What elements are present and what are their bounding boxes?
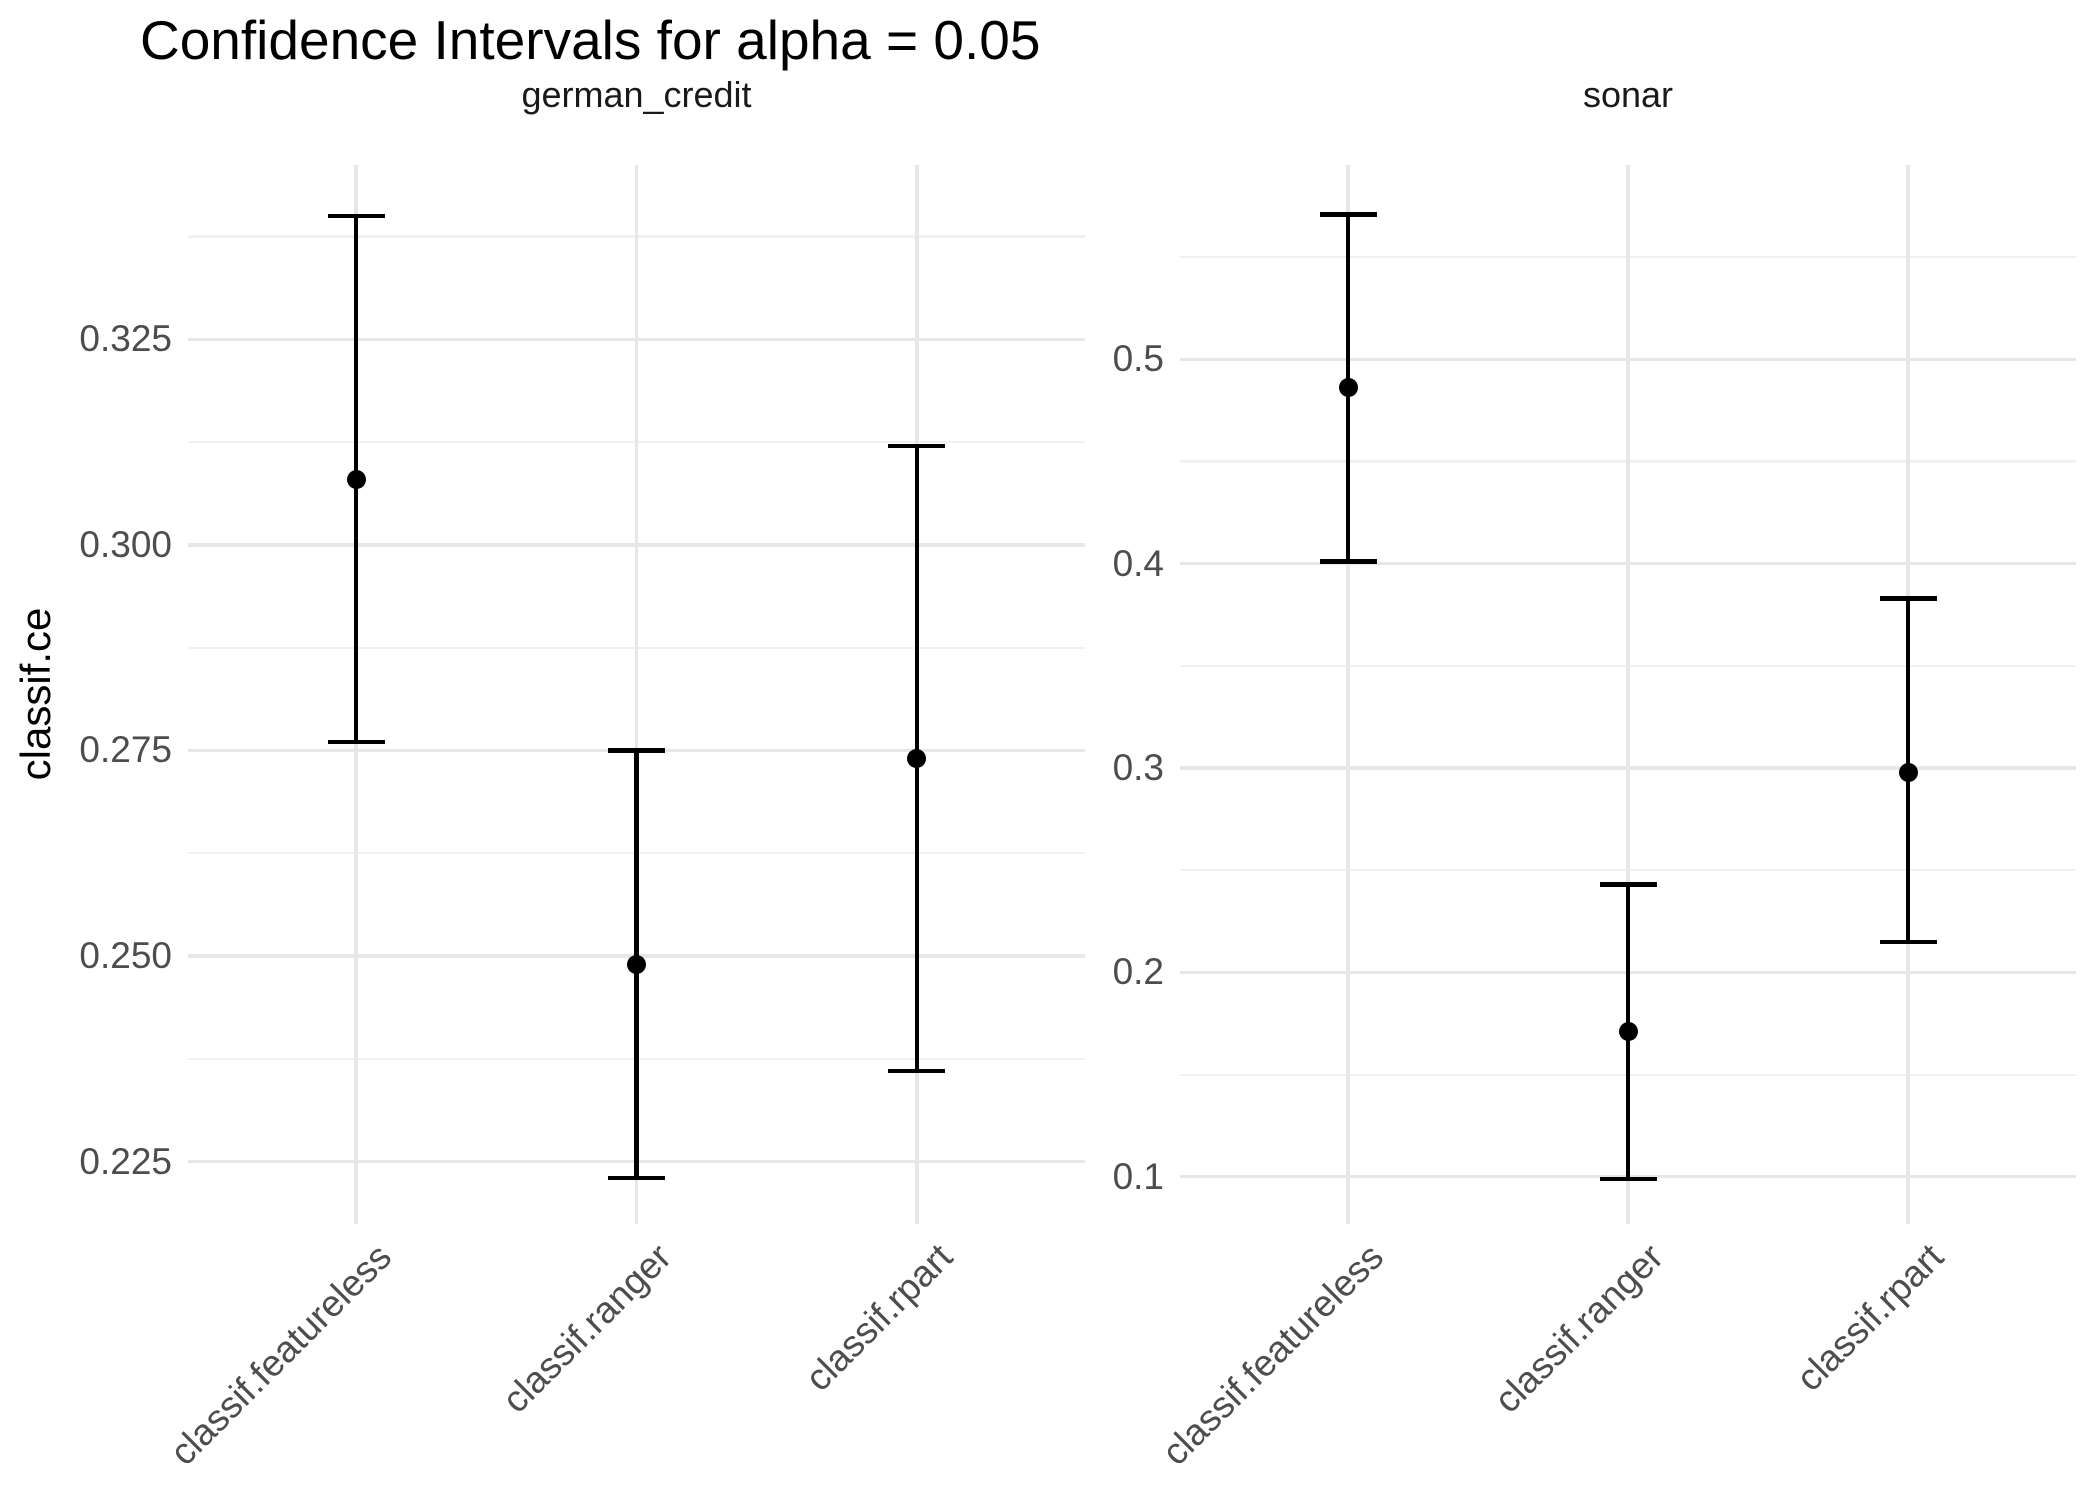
x-tick-label: classif.featureless [162, 1236, 400, 1473]
column-gridline [1626, 165, 1630, 1224]
facet-strip-label: sonar [1582, 74, 1674, 115]
ci-point-classif.featureless [346, 469, 366, 489]
x-tick-label: classif.rpart [1788, 1236, 1951, 1399]
y-tick-label: 0.300 [79, 523, 172, 565]
ci-lower-cap [608, 1175, 665, 1181]
ci-point-classif.ranger [1618, 1022, 1638, 1042]
ci-lower-cap [1599, 1176, 1657, 1182]
x-tick-label: classif.rpart [797, 1236, 960, 1399]
ci-lower-cap [327, 739, 385, 745]
y-tick-label: 0.3 [1112, 747, 1164, 789]
y-tick-label: 0.5 [1112, 338, 1164, 380]
ci-lower-cap [1319, 559, 1377, 564]
ci-upper-cap [888, 443, 946, 449]
y-tick-label: 0.2 [1112, 951, 1164, 993]
plot-title: Confidence Intervals for alpha = 0.05 [140, 9, 1041, 71]
ci-upper-cap [608, 748, 665, 753]
facet-strip-label: german_credit [521, 74, 752, 115]
y-tick-label: 0.250 [79, 934, 172, 976]
y-tick-label: 0.275 [79, 729, 172, 771]
y-tick-label: 0.225 [79, 1140, 172, 1182]
x-tick-label: classif.ranger [1486, 1236, 1671, 1421]
ci-upper-cap [1599, 882, 1657, 887]
ci-point-classif.featureless [1338, 378, 1358, 398]
ci-lower-cap [888, 1068, 946, 1074]
ci-upper-cap [1319, 212, 1377, 217]
ci-upper-cap [327, 213, 385, 219]
ci-upper-cap [1879, 596, 1937, 601]
y-tick-label: 0.4 [1112, 542, 1164, 584]
ci-point-classif.rpart [907, 749, 927, 769]
column-gridline [1346, 165, 1350, 1224]
ci-point-classif.rpart [1898, 762, 1918, 782]
x-tick-label: classif.ranger [494, 1236, 680, 1421]
ci-lower-cap [1879, 939, 1937, 945]
y-tick-label: 0.325 [79, 318, 172, 360]
y-tick-label: 0.1 [1112, 1155, 1164, 1197]
x-tick-label: classif.featureless [1154, 1236, 1391, 1473]
ci-point-classif.ranger [627, 954, 646, 974]
column-gridline [634, 165, 639, 1224]
